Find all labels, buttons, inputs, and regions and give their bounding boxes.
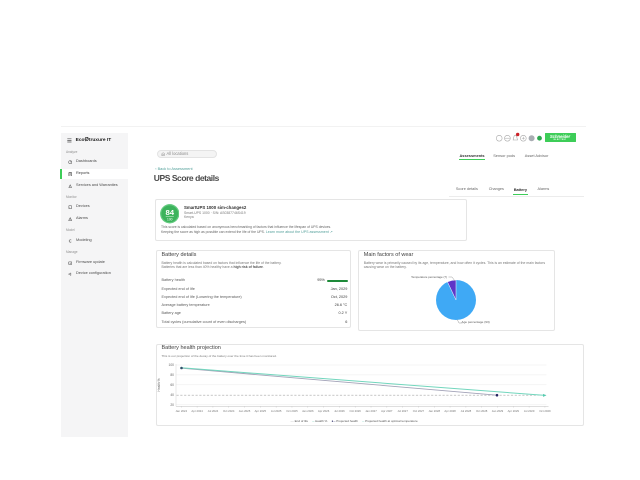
svg-text:60: 60 — [170, 383, 174, 387]
svg-text:Oct 2026: Oct 2026 — [349, 409, 361, 413]
svg-text:Health %: Health % — [157, 378, 161, 391]
svg-text:100: 100 — [167, 217, 173, 221]
svg-text:Apr 2026: Apr 2026 — [317, 409, 329, 413]
svg-text:Jul 2025: Jul 2025 — [270, 409, 281, 413]
svg-text:Oct 2025: Oct 2025 — [286, 409, 298, 413]
svg-text:Jul 2024: Jul 2024 — [207, 409, 218, 413]
svg-text:Apr 2027: Apr 2027 — [381, 409, 393, 413]
svg-text:100: 100 — [168, 363, 174, 367]
svg-text:Jan 2025: Jan 2025 — [238, 409, 250, 413]
svg-text:Jul 2029: Jul 2029 — [523, 409, 534, 413]
svg-text:Apr 2029: Apr 2029 — [507, 409, 519, 413]
svg-text:Oct 2028: Oct 2028 — [476, 409, 488, 413]
svg-text:Jan 2024: Jan 2024 — [175, 409, 187, 413]
svg-text:Jan 2028: Jan 2028 — [428, 409, 440, 413]
svg-text:80: 80 — [170, 373, 174, 377]
svg-text:Oct 2024: Oct 2024 — [223, 409, 235, 413]
svg-text:20: 20 — [170, 403, 174, 407]
svg-text:Apr 2024: Apr 2024 — [191, 409, 203, 413]
svg-text:Apr 2028: Apr 2028 — [444, 409, 456, 413]
svg-text:84: 84 — [165, 208, 174, 217]
svg-text:Jan 2029: Jan 2029 — [491, 409, 503, 413]
svg-text:Jul 2026: Jul 2026 — [334, 409, 345, 413]
svg-text:Oct 2029: Oct 2029 — [539, 409, 551, 413]
svg-text:Oct 2027: Oct 2027 — [412, 409, 424, 413]
svg-text:Jan 2026: Jan 2026 — [302, 409, 314, 413]
svg-text:40: 40 — [170, 393, 174, 397]
svg-text:Jan 2027: Jan 2027 — [365, 409, 377, 413]
svg-text:Jul 2028: Jul 2028 — [460, 409, 471, 413]
svg-text:Apr 2025: Apr 2025 — [254, 409, 266, 413]
svg-text:Jul 2027: Jul 2027 — [397, 409, 408, 413]
